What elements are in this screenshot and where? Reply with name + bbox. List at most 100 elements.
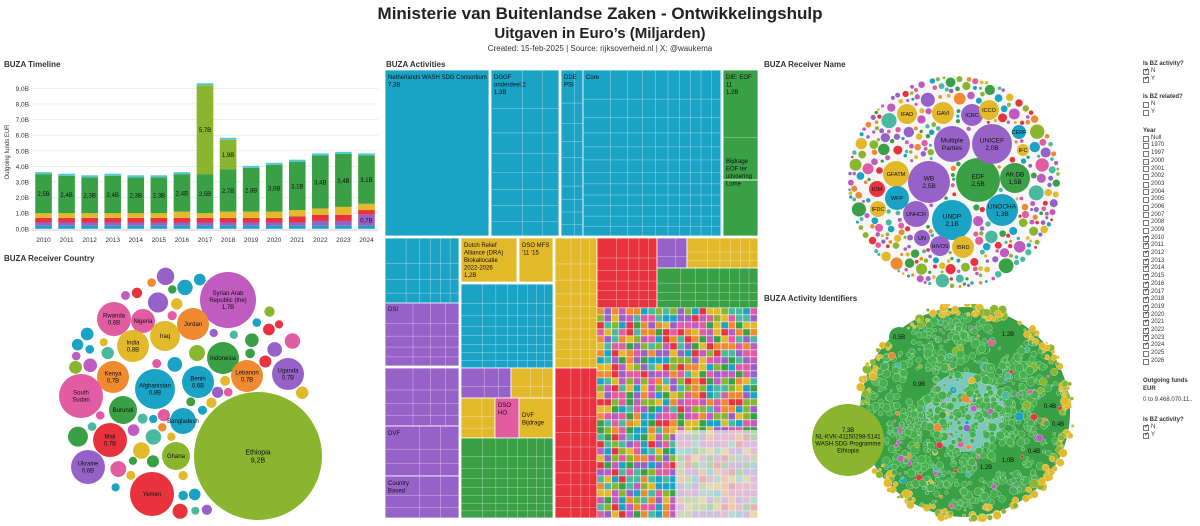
filter-year-checkbox[interactable] [1143, 212, 1149, 219]
receiver-bubble-label: IFAD [901, 112, 913, 118]
filter-year-option[interactable]: 2012 [1143, 250, 1200, 258]
filter-year-checkbox[interactable] [1143, 288, 1149, 296]
filter-year-checkbox[interactable] [1143, 235, 1149, 242]
filter-year-checkbox[interactable] [1143, 319, 1149, 327]
identifier-small-bubble [967, 481, 972, 485]
filter-year-option[interactable]: 2003 [1143, 181, 1200, 189]
treemap-small-tile [742, 328, 751, 336]
filter-year-checkbox[interactable] [1143, 358, 1149, 365]
filter-year-checkbox[interactable] [1143, 150, 1149, 157]
filter-bz-activity2-checkbox[interactable] [1143, 424, 1149, 432]
filter-year-checkbox[interactable] [1143, 334, 1149, 342]
filter-year-checkbox[interactable] [1143, 174, 1149, 181]
filter-year-checkbox[interactable] [1143, 189, 1149, 196]
filter-year-option[interactable]: 2006 [1143, 204, 1200, 212]
treemap-small-tile [655, 377, 663, 385]
filter-year-option[interactable]: 2011 [1143, 242, 1200, 250]
filter-year-checkbox[interactable] [1143, 181, 1149, 188]
identifier-small-bubble [1050, 384, 1054, 387]
filter-bz-related-checkbox[interactable] [1143, 109, 1149, 116]
filter-year-option[interactable]: 2016 [1143, 281, 1200, 289]
filter-year-option[interactable]: Null [1143, 135, 1200, 143]
filter-year-option[interactable]: 2018 [1143, 296, 1200, 304]
filter-year-option[interactable]: 2025 [1143, 350, 1200, 358]
filter-year-option[interactable]: 2024 [1143, 342, 1200, 350]
filter-year-checkbox[interactable] [1143, 166, 1149, 173]
filter-year-option[interactable]: 2020 [1143, 311, 1200, 320]
filter-year-checkbox[interactable] [1143, 143, 1149, 150]
filter-bz-activity-option[interactable]: N [1143, 68, 1200, 76]
identifier-small-bubble [1025, 456, 1029, 460]
filter-year-option[interactable]: 2004 [1143, 189, 1200, 197]
filter-bz-activity-checkbox[interactable] [1143, 68, 1149, 76]
filter-year-option[interactable]: 2026 [1143, 358, 1200, 366]
filter-year-checkbox[interactable] [1143, 296, 1149, 304]
filter-year-checkbox[interactable] [1143, 227, 1149, 234]
filter-year-checkbox[interactable] [1143, 197, 1149, 204]
filter-year-checkbox[interactable] [1143, 350, 1149, 357]
treemap-small-tile [618, 321, 627, 329]
filter-year-option[interactable]: 2015 [1143, 273, 1200, 281]
filter-year-checkbox[interactable] [1143, 135, 1149, 142]
filter-year-checkbox[interactable] [1143, 281, 1149, 288]
filter-bz-activity-option[interactable]: Y [1143, 76, 1200, 84]
filter-bz-related-option[interactable]: N [1143, 101, 1200, 109]
receiver-small-bubble [942, 76, 946, 80]
filter-year-checkbox[interactable] [1143, 311, 1149, 319]
filter-year-option[interactable]: 2017 [1143, 288, 1200, 297]
filter-year-option[interactable]: 2002 [1143, 173, 1200, 181]
filter-year-option[interactable]: 2021 [1143, 319, 1200, 327]
treemap-small-tile [699, 405, 707, 413]
identifier-small-bubble [959, 433, 964, 438]
filter-year-checkbox[interactable] [1143, 204, 1149, 211]
filter-funds-range[interactable]: 0 to 9.468.070.11.. [1143, 397, 1193, 404]
filter-bz-activity2-option[interactable]: N [1143, 424, 1200, 432]
receiver-small-bubble [955, 86, 960, 92]
filter-year-option[interactable]: 2008 [1143, 219, 1200, 227]
filter-year-option[interactable]: 2001 [1143, 166, 1200, 174]
filter-bz-activity2-option[interactable]: Y [1143, 432, 1200, 440]
filter-year-option[interactable]: 2022 [1143, 327, 1200, 335]
filter-bz-activity-checkbox[interactable] [1143, 76, 1149, 83]
treemap-small-tile [640, 370, 648, 378]
country-small-bubble [245, 348, 255, 359]
country-bubble-label: 0,7B [107, 379, 119, 385]
filter-year-checkbox[interactable] [1143, 158, 1149, 165]
receiver-small-bubble [1030, 207, 1034, 212]
filter-bz-activity2-checkbox[interactable] [1143, 432, 1149, 440]
filter-year-option[interactable]: 2019 [1143, 304, 1200, 312]
identifier-small-bubble [973, 359, 977, 363]
filter-year-option[interactable]: 2000 [1143, 158, 1200, 166]
identifier-bubble-label: 1,2B [1002, 332, 1014, 338]
receiver-small-bubble [1029, 219, 1035, 225]
filter-year-checkbox[interactable] [1143, 258, 1149, 265]
filter-year-option[interactable]: 2007 [1143, 212, 1200, 220]
treemap-small-tile [684, 370, 692, 378]
receiver-bubble-label: HIVOS [931, 244, 948, 250]
filter-year-checkbox[interactable] [1143, 250, 1149, 258]
filter-year-option[interactable]: 1970 [1143, 142, 1200, 150]
filter-year-option[interactable]: 2013 [1143, 258, 1200, 266]
filter-year-option-label: 2014 [1151, 265, 1165, 272]
filter-year-checkbox[interactable] [1143, 327, 1149, 334]
filter-year-option[interactable]: 1997 [1143, 150, 1200, 158]
filter-year-checkbox[interactable] [1143, 304, 1149, 311]
filter-year-option[interactable]: 2010 [1143, 235, 1200, 243]
receiver-small-bubble [1050, 157, 1054, 161]
filter-year-checkbox[interactable] [1143, 220, 1149, 227]
filter-bz-related-checkbox[interactable] [1143, 102, 1149, 109]
filter-year-checkbox[interactable] [1143, 242, 1149, 250]
treemap-small-tile [647, 496, 656, 504]
filter-year-checkbox[interactable] [1143, 273, 1149, 281]
filter-year-checkbox[interactable] [1143, 342, 1149, 350]
identifier-small-bubble [1022, 401, 1032, 410]
filter-year-option[interactable]: 2023 [1143, 334, 1200, 343]
filter-bz-related-option[interactable]: Y [1143, 109, 1200, 117]
filter-year-checkbox[interactable] [1143, 265, 1149, 273]
filter-year-option[interactable]: 2009 [1143, 227, 1200, 235]
treemap-tile [554, 237, 598, 369]
bar-segment [219, 217, 237, 223]
filter-year-option[interactable]: 2005 [1143, 196, 1200, 204]
filter-year-option[interactable]: 2014 [1143, 265, 1200, 273]
identifier-bubble-label: 1,0B [1002, 458, 1014, 464]
